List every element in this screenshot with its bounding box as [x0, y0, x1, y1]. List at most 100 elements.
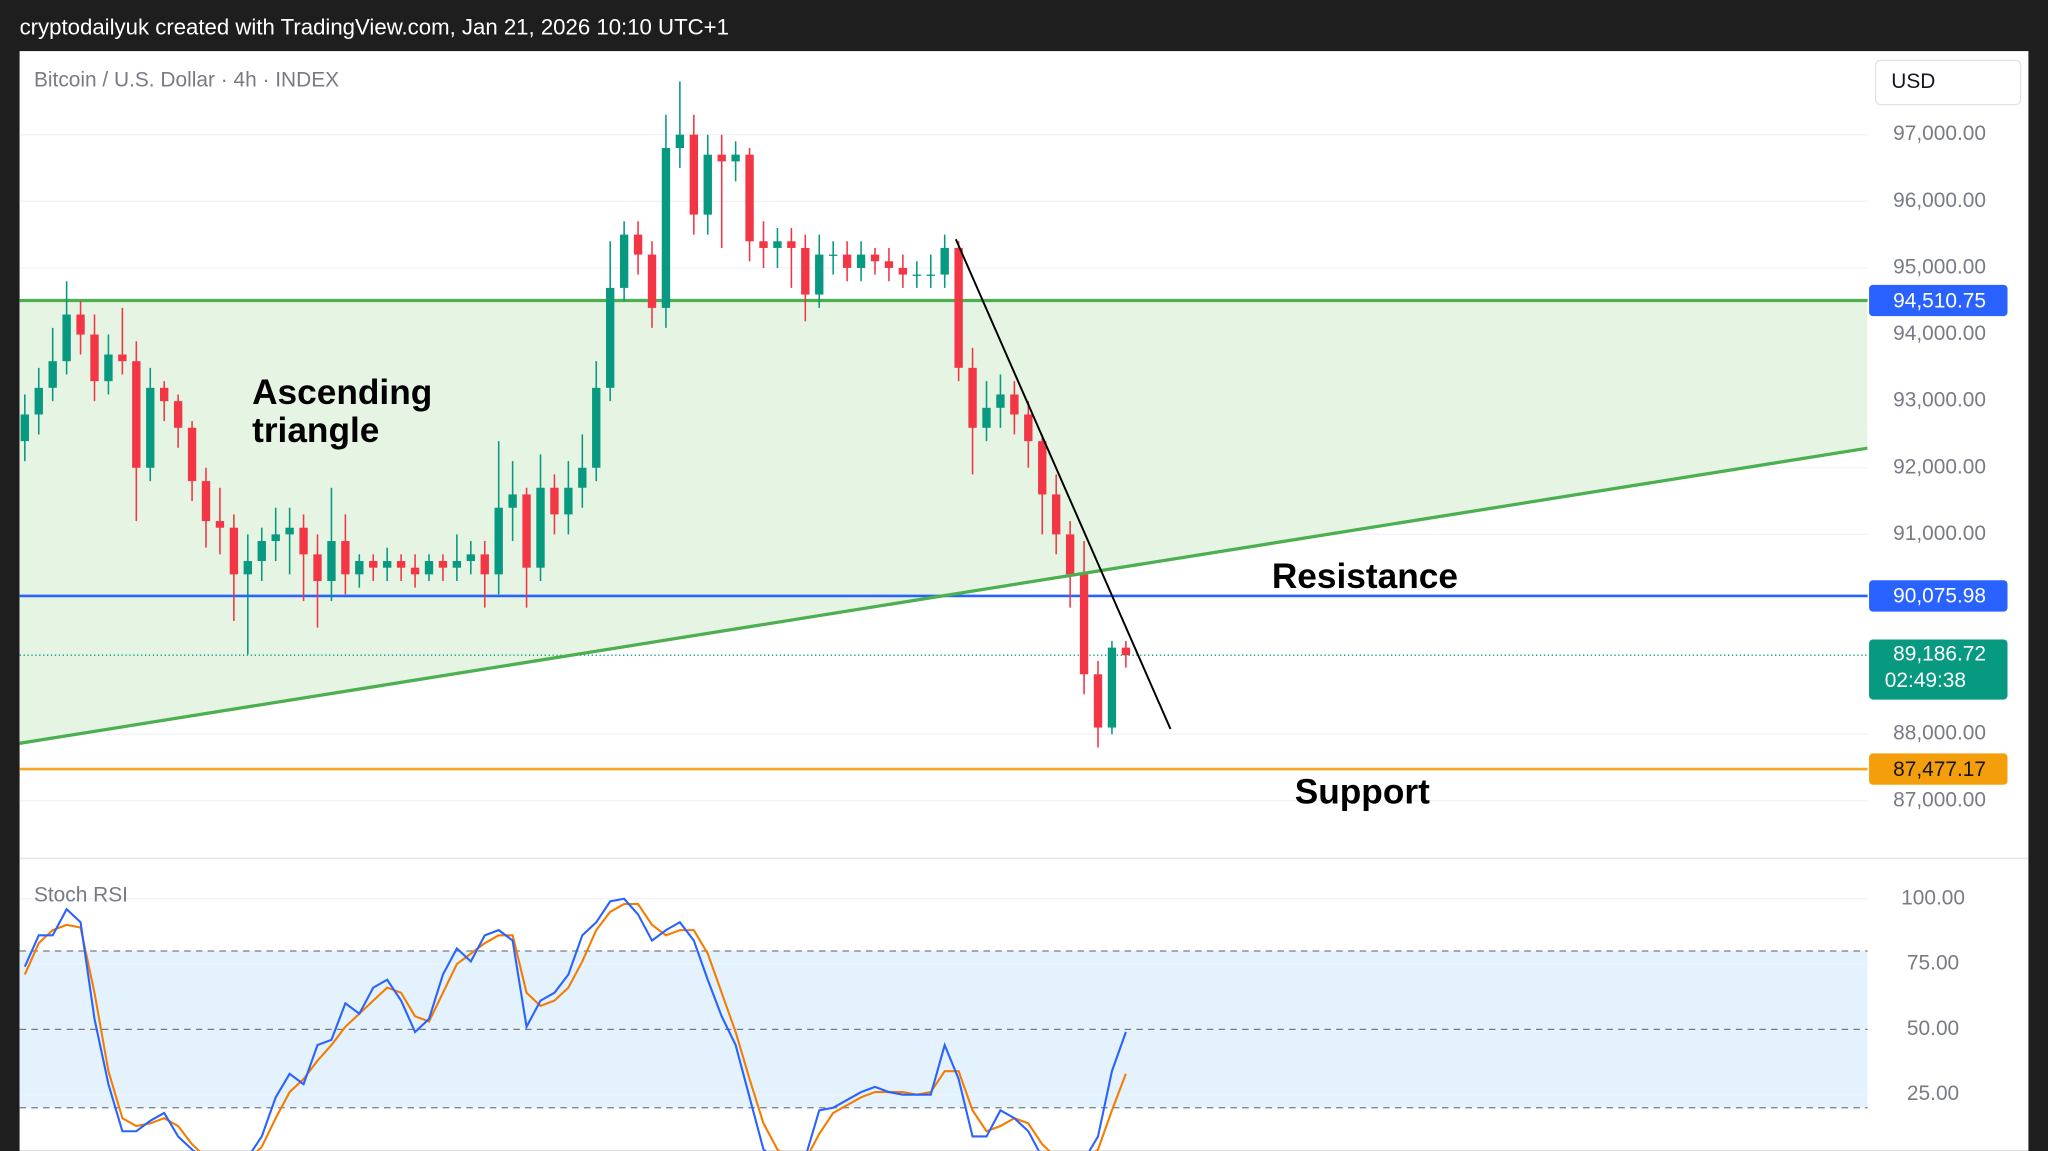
candle-body: [550, 487, 559, 515]
candle-body: [341, 541, 350, 575]
support-label: Support: [1295, 773, 1430, 812]
candle-body: [829, 254, 838, 256]
candle-body: [229, 527, 239, 575]
candle-body: [313, 554, 322, 582]
stoch-tick-label: 50.00: [1907, 1017, 1959, 1040]
candle-body: [215, 521, 225, 528]
candle-body: [508, 494, 517, 508]
candle-body: [1065, 534, 1075, 575]
price-label: 90,075.98: [1893, 585, 1986, 608]
candle-body: [62, 314, 71, 362]
candle-body: [271, 534, 280, 542]
candle-body: [968, 367, 977, 428]
stoch-title: Stoch RSI: [34, 884, 128, 907]
candle-body: [564, 487, 573, 515]
candle-body: [243, 561, 252, 575]
price-label-box: [1869, 753, 2008, 785]
current-price-box: [1869, 639, 2008, 700]
candle-body: [801, 247, 810, 295]
pattern-label: triangle: [252, 411, 379, 450]
candle-body: [1121, 647, 1131, 656]
stoch-tick-label: 100.00: [1901, 886, 1965, 909]
candle-body: [954, 247, 963, 368]
candle-body: [76, 314, 85, 335]
trendline: [19, 446, 1868, 745]
candle-body: [703, 154, 712, 215]
price-label-box: [1869, 284, 2008, 317]
candle-body: [731, 154, 740, 162]
candle-body: [759, 241, 768, 248]
header-text: cryptodailyuk created with TradingView.c…: [20, 15, 729, 40]
candle-body: [201, 481, 211, 522]
candle-body: [1010, 394, 1019, 415]
resistance-label: Resistance: [1272, 557, 1458, 596]
stoch-tick-label: 25.00: [1907, 1082, 1959, 1105]
candle-body: [689, 134, 698, 215]
candle-body: [173, 401, 183, 428]
candle-body: [1093, 674, 1103, 728]
y-tick-label: 91,000.00: [1893, 522, 1986, 545]
candle-body: [104, 354, 113, 382]
symbol-title: Bitcoin / U.S. Dollar · 4h · INDEX: [34, 69, 339, 92]
candle-body: [619, 234, 629, 288]
y-tick-label: 97,000.00: [1893, 122, 1986, 145]
candle-body: [34, 387, 43, 415]
countdown-label: 02:49:38: [1885, 669, 1966, 692]
y-tick-label: 95,000.00: [1893, 255, 1986, 278]
main-pane: [19, 81, 1868, 802]
y-tick-label: 93,000.00: [1893, 389, 1986, 412]
y-tick-label: 94,000.00: [1893, 322, 1986, 345]
candle-body: [842, 254, 852, 268]
stoch-line: [23, 897, 1127, 1151]
candle-body: [20, 414, 29, 442]
current-price-label: 89,186.72: [1893, 643, 1986, 666]
candle-body: [396, 561, 406, 568]
candle-body: [187, 427, 197, 482]
candle-body: [1024, 414, 1033, 442]
y-tick-label: 96,000.00: [1893, 189, 1986, 212]
candle-body: [884, 261, 894, 268]
candle-body: [536, 487, 545, 568]
candle-body: [146, 387, 155, 468]
candle-body: [48, 361, 57, 388]
triangle-zone: [19, 300, 1868, 744]
candle-body: [118, 354, 127, 362]
candle-body: [578, 467, 587, 488]
stoch-pane: [19, 897, 1868, 1151]
pattern-label: Ascending: [252, 373, 432, 412]
y-tick-label: 92,000.00: [1893, 455, 1986, 478]
candle-body: [257, 541, 266, 562]
y-tick-label: 88,000.00: [1893, 722, 1986, 745]
stoch-line: [23, 902, 1127, 1151]
candle-body: [1038, 441, 1047, 495]
candle-body: [717, 154, 726, 162]
currency-label[interactable]: USD: [1891, 70, 1935, 93]
candle-body: [1052, 494, 1061, 535]
price-axis: 87,000.00 88,000.00 91,000.00 92,000.00 93,0…: [1869, 122, 2008, 1105]
candle-body: [466, 554, 475, 562]
candle-body: [132, 361, 141, 468]
candle-body: [522, 494, 531, 568]
candle-body: [633, 234, 643, 255]
candle-body: [285, 527, 294, 535]
candle-body: [90, 334, 99, 382]
candle-body: [745, 154, 754, 242]
price-label: 87,477.17: [1893, 758, 1986, 781]
y-tick-label: 87,000.00: [1893, 788, 1986, 811]
candle-body: [912, 274, 921, 276]
candle-body: [369, 561, 378, 568]
header-bar: [0, 0, 2048, 52]
candle-body: [327, 541, 336, 582]
candle-body: [438, 561, 448, 568]
candle-body: [410, 567, 420, 575]
candle-body: [494, 507, 503, 575]
stoch-tick-label: 75.00: [1907, 952, 1959, 975]
candle-body: [424, 561, 434, 575]
candle-body: [661, 148, 671, 308]
candle-body: [355, 561, 364, 575]
candle-body: [926, 274, 935, 276]
candle-body: [480, 554, 489, 575]
currency-box[interactable]: [1874, 59, 2022, 106]
candle-body: [773, 241, 782, 248]
candle-body: [982, 407, 991, 428]
